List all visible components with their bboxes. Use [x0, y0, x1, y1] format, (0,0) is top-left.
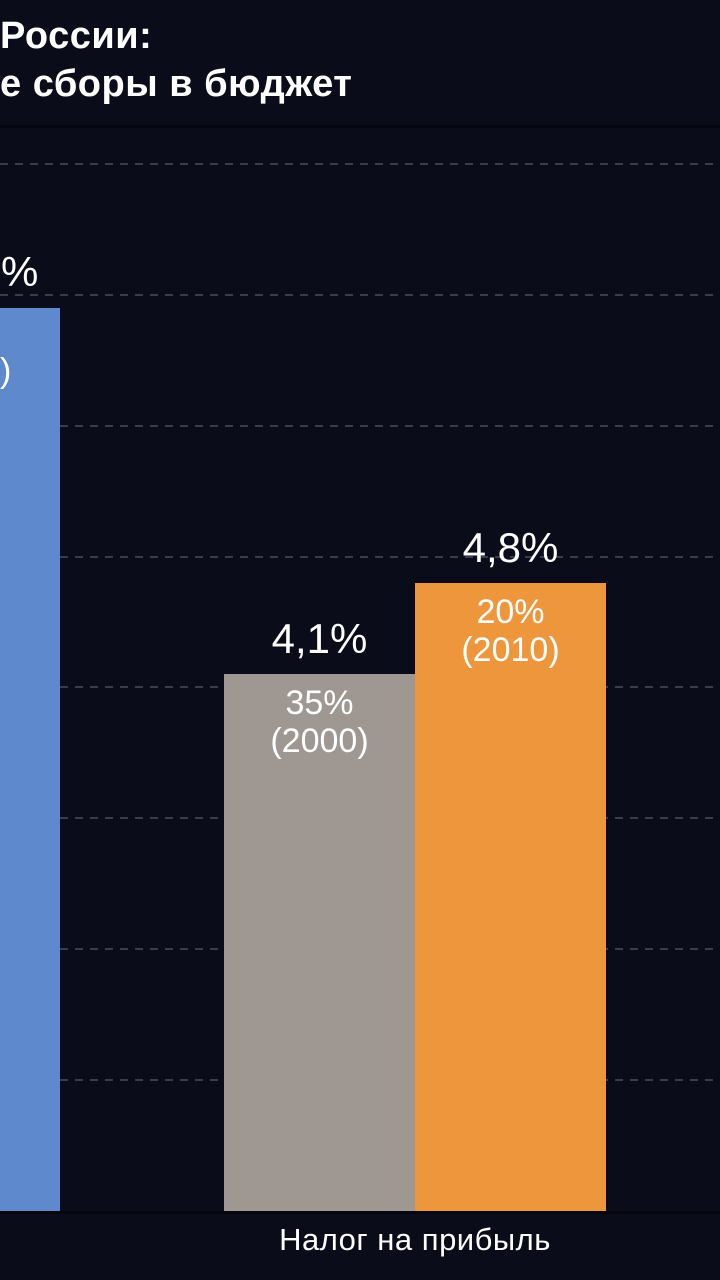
- chart-title: России: е сборы в бюджет: [0, 12, 720, 108]
- bar-orange-2010: 20% (2010): [415, 583, 606, 1211]
- gridline-5pct: [0, 556, 720, 558]
- bar-orange-inner-label: 20% (2010): [415, 583, 606, 669]
- bar-gray-value-label: 4,1%: [271, 615, 368, 662]
- gridline-7pct: [0, 294, 720, 296]
- x-axis-category-label: Налог на прибыль: [279, 1222, 551, 1257]
- gridline-6pct: [0, 425, 720, 427]
- bar-orange-year: (2010): [461, 631, 560, 669]
- bar-orange-rate: 20%: [476, 593, 545, 631]
- chart-title-line2: е сборы в бюджет: [0, 63, 353, 105]
- bar-cropped-blue: [0, 308, 60, 1211]
- bar-cropped-blue-inner-label-fragment: ): [0, 352, 12, 390]
- x-axis-line: [0, 1211, 720, 1214]
- bar-gray-year: (2000): [270, 722, 369, 760]
- gridline-8pct: [0, 163, 720, 165]
- title-divider: [0, 125, 720, 128]
- bar-gray-2000: 35% (2000): [224, 674, 415, 1211]
- bar-gray-rate: 35%: [285, 684, 354, 722]
- bar-orange-value-label: 4,8%: [462, 524, 559, 571]
- chart-title-line1: России:: [0, 15, 153, 57]
- bar-cropped-blue-value-label-fragment: %: [1, 248, 39, 295]
- bar-gray-inner-label: 35% (2000): [224, 674, 415, 760]
